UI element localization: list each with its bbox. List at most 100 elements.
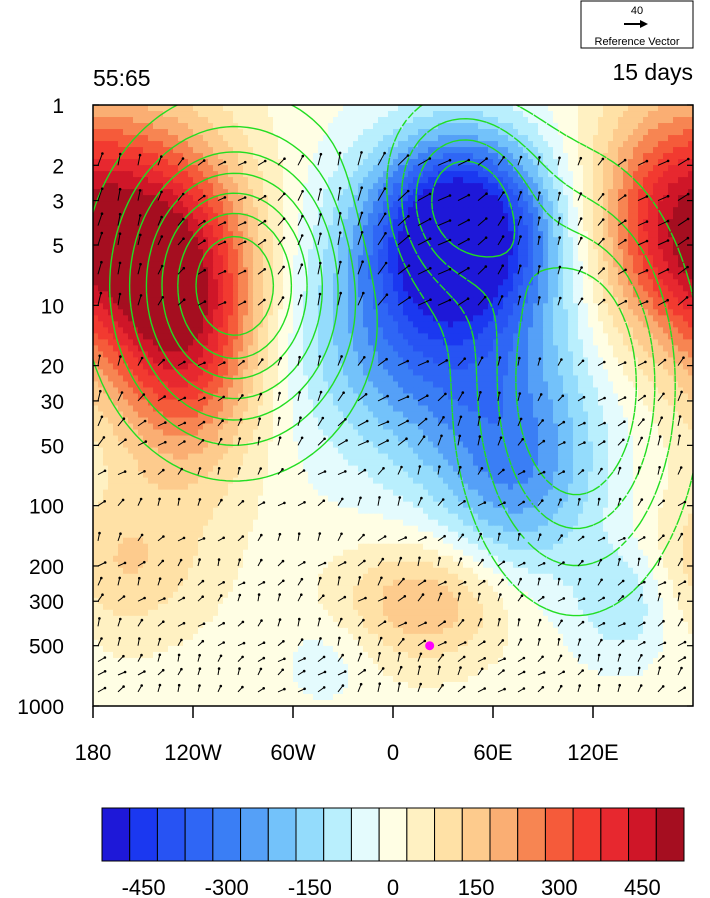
wind-vector-head [123,670,127,674]
wind-vector [657,417,663,427]
wind-vector-head [538,265,541,268]
wind-vector [377,421,389,427]
y-tick-label: 500 [29,636,64,659]
wind-vector [417,640,426,647]
wind-vector [197,269,205,275]
wind-vector-head [498,416,502,420]
wind-vector-head [383,151,386,155]
wind-vector-head [142,393,146,396]
wind-vector-head [203,194,206,198]
wind-vector-head [278,532,282,536]
wind-vector-head [220,498,223,502]
wind-vector-head [499,436,503,440]
wind-vector-head [660,416,663,420]
wind-vector [337,671,346,676]
wind-vector-head [645,269,649,272]
wind-vector [377,558,384,567]
wind-vector [357,497,361,506]
wind-vector-head [521,438,524,441]
wind-vector [97,262,102,275]
wind-vector-head [100,415,104,419]
wind-vector-head [241,535,245,538]
wind-vector [517,265,521,275]
shaded-field [93,105,693,706]
y-tick-label: 200 [29,556,64,579]
wind-vector-head [661,685,665,688]
wind-vector-head [201,439,205,442]
wind-vector-head [301,154,305,158]
wind-vector [497,437,502,446]
wind-vector-head [358,636,362,639]
wind-vector-head [198,684,201,687]
wind-vector-head [282,640,285,643]
wind-vector [417,622,426,627]
wind-vector [317,262,321,275]
wind-vector [337,392,345,402]
wind-vector-head [223,270,227,273]
wind-vector [397,578,404,586]
wind-vector-head [579,156,583,160]
wind-vector-head [408,296,411,299]
wind-vector-head [522,561,526,565]
wind-vector-head [100,576,103,580]
wind-vector-head [180,578,183,581]
contour-line [161,192,308,380]
wind-vector [397,265,410,275]
wind-vector-head [143,670,146,673]
wind-vector [497,296,503,306]
wind-vector-head [499,593,502,596]
wind-vector-head [541,499,544,502]
colorbar-label: -150 [288,875,332,898]
wind-vector [397,396,409,402]
wind-vector-head [138,576,141,580]
wind-vector-head [662,499,665,503]
colorbar-swatch [378,807,408,862]
wind-vector-head [406,419,409,423]
wind-vector-head [303,501,306,504]
wind-vector [297,357,301,366]
wind-vector [97,638,102,646]
wind-vector [337,654,344,662]
contour-line [109,125,357,446]
wind-vector-head [459,666,462,669]
wind-vector-head [140,618,144,622]
wind-vector-head [583,441,586,444]
wind-vector-head [177,683,181,687]
wind-vector-head [298,617,301,621]
wind-vector [377,467,384,475]
wind-vector [137,234,141,246]
wind-vector-head [424,536,427,539]
wind-vector [377,294,388,306]
wind-vector-head [203,219,206,223]
wind-vector [437,666,440,676]
wind-vector [597,193,604,201]
wind-vector-head [498,356,502,359]
wind-vector-head [600,578,603,582]
wind-vector-head [640,654,643,657]
colorbar-swatch [267,807,297,862]
wind-vector-head [618,558,621,561]
contour-line [400,118,676,567]
wind-vector-head [562,670,565,674]
wind-vector [497,357,501,366]
wind-vector [297,191,304,201]
wind-vector-head [579,192,583,195]
wind-vector-head [139,233,142,237]
wind-vector [517,156,522,166]
wind-vector [357,619,364,627]
wind-vector-head [542,470,546,474]
wind-vector-head [502,468,505,472]
wind-vector-head [119,532,122,535]
wind-vector [517,217,522,226]
colorbar-label: 300 [541,875,578,898]
wind-vector-head [242,581,246,585]
wind-vector-head [640,593,643,597]
wind-vector-head [678,592,681,595]
wind-vector-head [183,440,186,443]
wind-vector [397,438,407,446]
wind-vector [677,593,680,602]
wind-vector-head [640,498,644,501]
colorbar-swatch [600,807,630,862]
wind-vector [637,269,648,275]
wind-vector [637,419,644,427]
